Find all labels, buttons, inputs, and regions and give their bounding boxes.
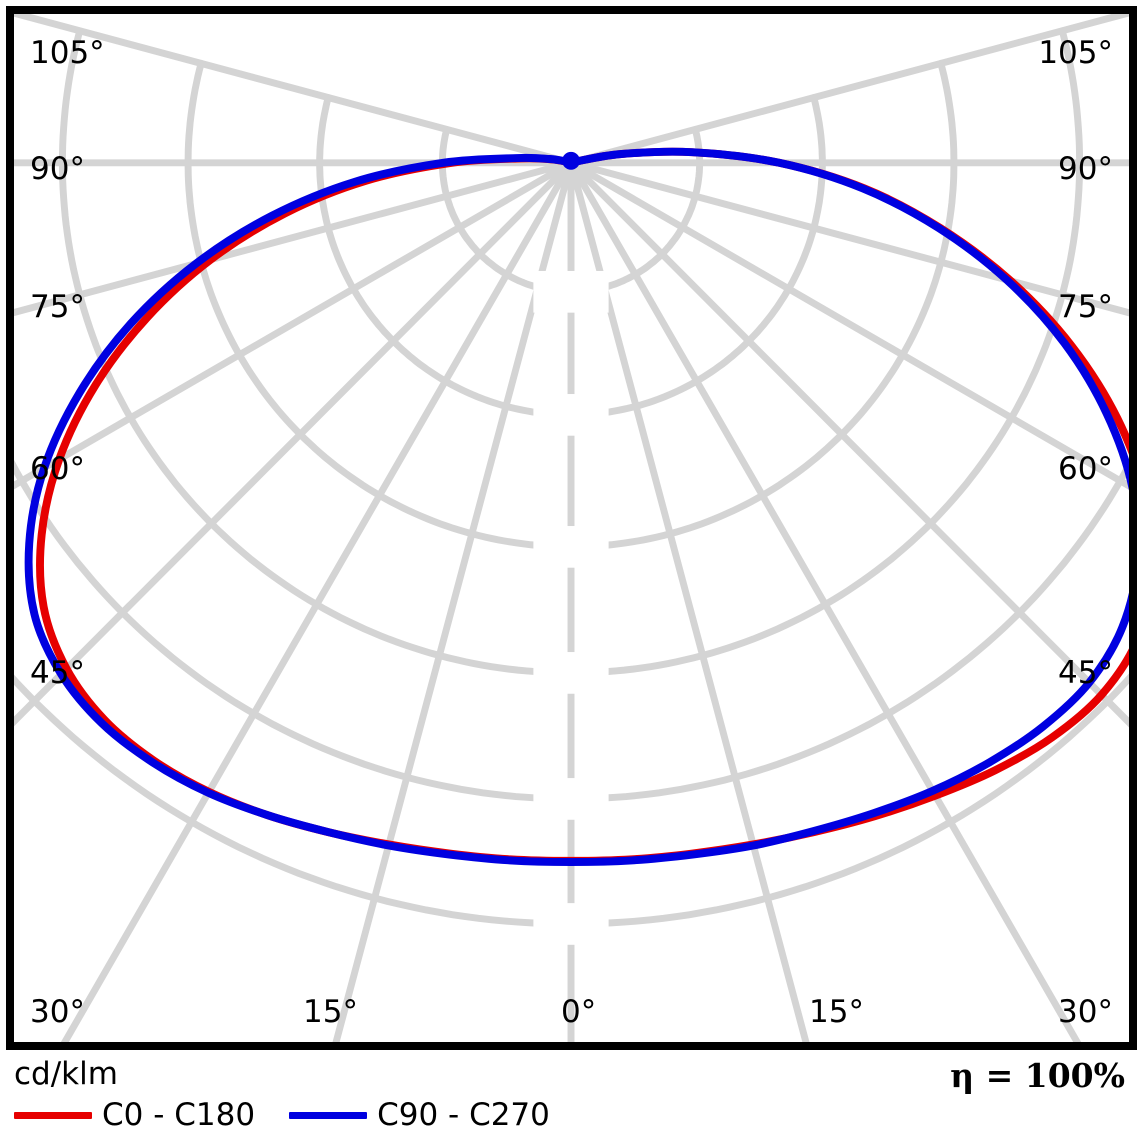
legend-swatch-c90-c270 xyxy=(289,1112,368,1119)
tick-bottom-0: 0° xyxy=(561,994,597,1030)
efficiency-label: η = 100% xyxy=(950,1056,1125,1095)
tick-left-60: 60° xyxy=(30,451,85,487)
tick-right-90: 90° xyxy=(1058,151,1113,187)
tick-left-75: 75° xyxy=(30,289,85,325)
polar-grid xyxy=(14,14,1129,1042)
legend-item-c90-c270: C90 - C270 xyxy=(289,1100,550,1131)
plot-area xyxy=(14,14,1129,1042)
legend-swatch-c0-c180 xyxy=(14,1112,92,1119)
tick-left-45: 45° xyxy=(30,655,85,691)
series-curve xyxy=(24,147,1129,866)
tick-left-90: 90° xyxy=(30,151,85,187)
tick-right-75: 75° xyxy=(1058,289,1113,325)
legend-label-c90-c270: C90 - C270 xyxy=(377,1097,550,1133)
legend: C0 - C180 C90 - C270 xyxy=(14,1100,550,1131)
tick-bottom-15-right: 15° xyxy=(809,994,864,1030)
legend-item-c0-c180: C0 - C180 xyxy=(14,1100,255,1131)
tick-right-45: 45° xyxy=(1058,655,1113,691)
chart-frame: 105° 90° 75° 60° 45° 105° 90° 75° 60° 45… xyxy=(6,6,1137,1050)
legend-label-c0-c180: C0 - C180 xyxy=(102,1097,256,1133)
tick-right-105: 105° xyxy=(1038,35,1113,71)
center-marker xyxy=(562,151,580,170)
chart-footer: cd/klm η = 100% C0 - C180 C90 - C270 xyxy=(0,1050,1143,1143)
polar-grid-and-curves xyxy=(14,14,1129,1042)
tick-bottom-30-left: 30° xyxy=(30,994,85,1030)
unit-label: cd/klm xyxy=(14,1056,118,1092)
distribution-curves xyxy=(24,147,1129,866)
tick-bottom-30-right: 30° xyxy=(1058,994,1113,1030)
tick-left-105: 105° xyxy=(30,35,105,71)
tick-bottom-15-left: 15° xyxy=(303,994,358,1030)
tick-right-60: 60° xyxy=(1058,451,1113,487)
